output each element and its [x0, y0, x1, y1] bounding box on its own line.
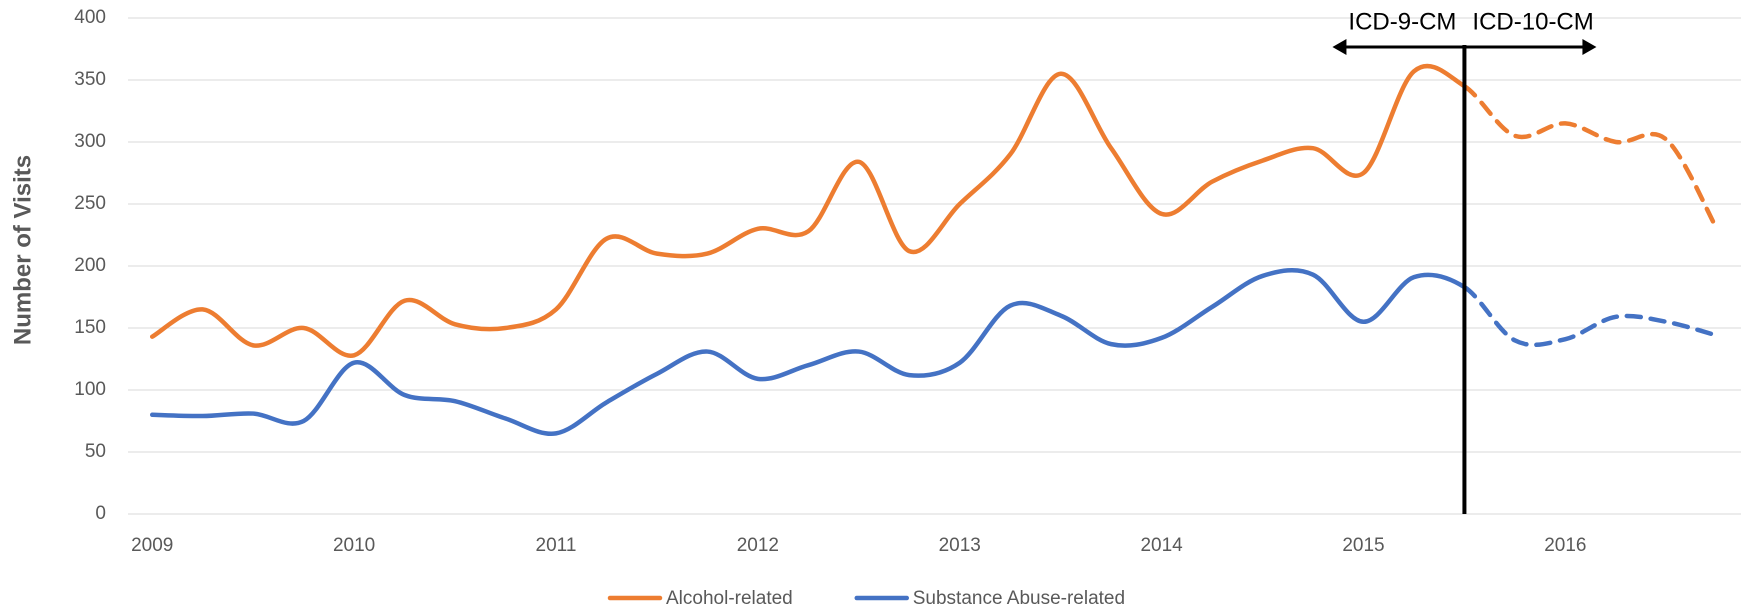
y-tick-label: 400	[74, 7, 106, 28]
legend-label: Substance Abuse-related	[913, 588, 1125, 609]
arrow-head	[1582, 39, 1597, 55]
y-axis-title: Number of Visits	[9, 155, 36, 345]
x-tick-label: 2014	[1140, 535, 1183, 556]
x-tick-label: 2015	[1342, 535, 1384, 556]
x-tick-label: 2011	[536, 535, 577, 556]
dashed-line	[1462, 284, 1720, 348]
y-tick-label: 350	[74, 69, 106, 90]
y-tick-label: 0	[95, 503, 106, 524]
x-tick-label: 2013	[939, 535, 981, 556]
annotation-label: ICD-10-CM	[1472, 8, 1593, 35]
arrow-head	[1332, 39, 1347, 55]
x-tick-label: 2010	[333, 535, 375, 556]
y-tick-label: 250	[74, 193, 106, 214]
dashed-line	[1462, 83, 1720, 232]
x-tick-label: 2012	[737, 535, 779, 556]
legend-label: Alcohol-related	[666, 588, 793, 609]
line	[149, 268, 1467, 436]
y-tick-label: 100	[74, 379, 106, 400]
annotation-label: ICD-9-CM	[1348, 8, 1456, 35]
x-tick-label: 2009	[131, 535, 173, 556]
x-tick-label: 2016	[1544, 535, 1586, 556]
y-tick-label: 50	[85, 441, 106, 462]
y-tick-label: 150	[74, 317, 106, 338]
y-tick-label: 200	[74, 255, 106, 276]
y-tick-label: 300	[74, 131, 106, 152]
line	[149, 63, 1467, 358]
